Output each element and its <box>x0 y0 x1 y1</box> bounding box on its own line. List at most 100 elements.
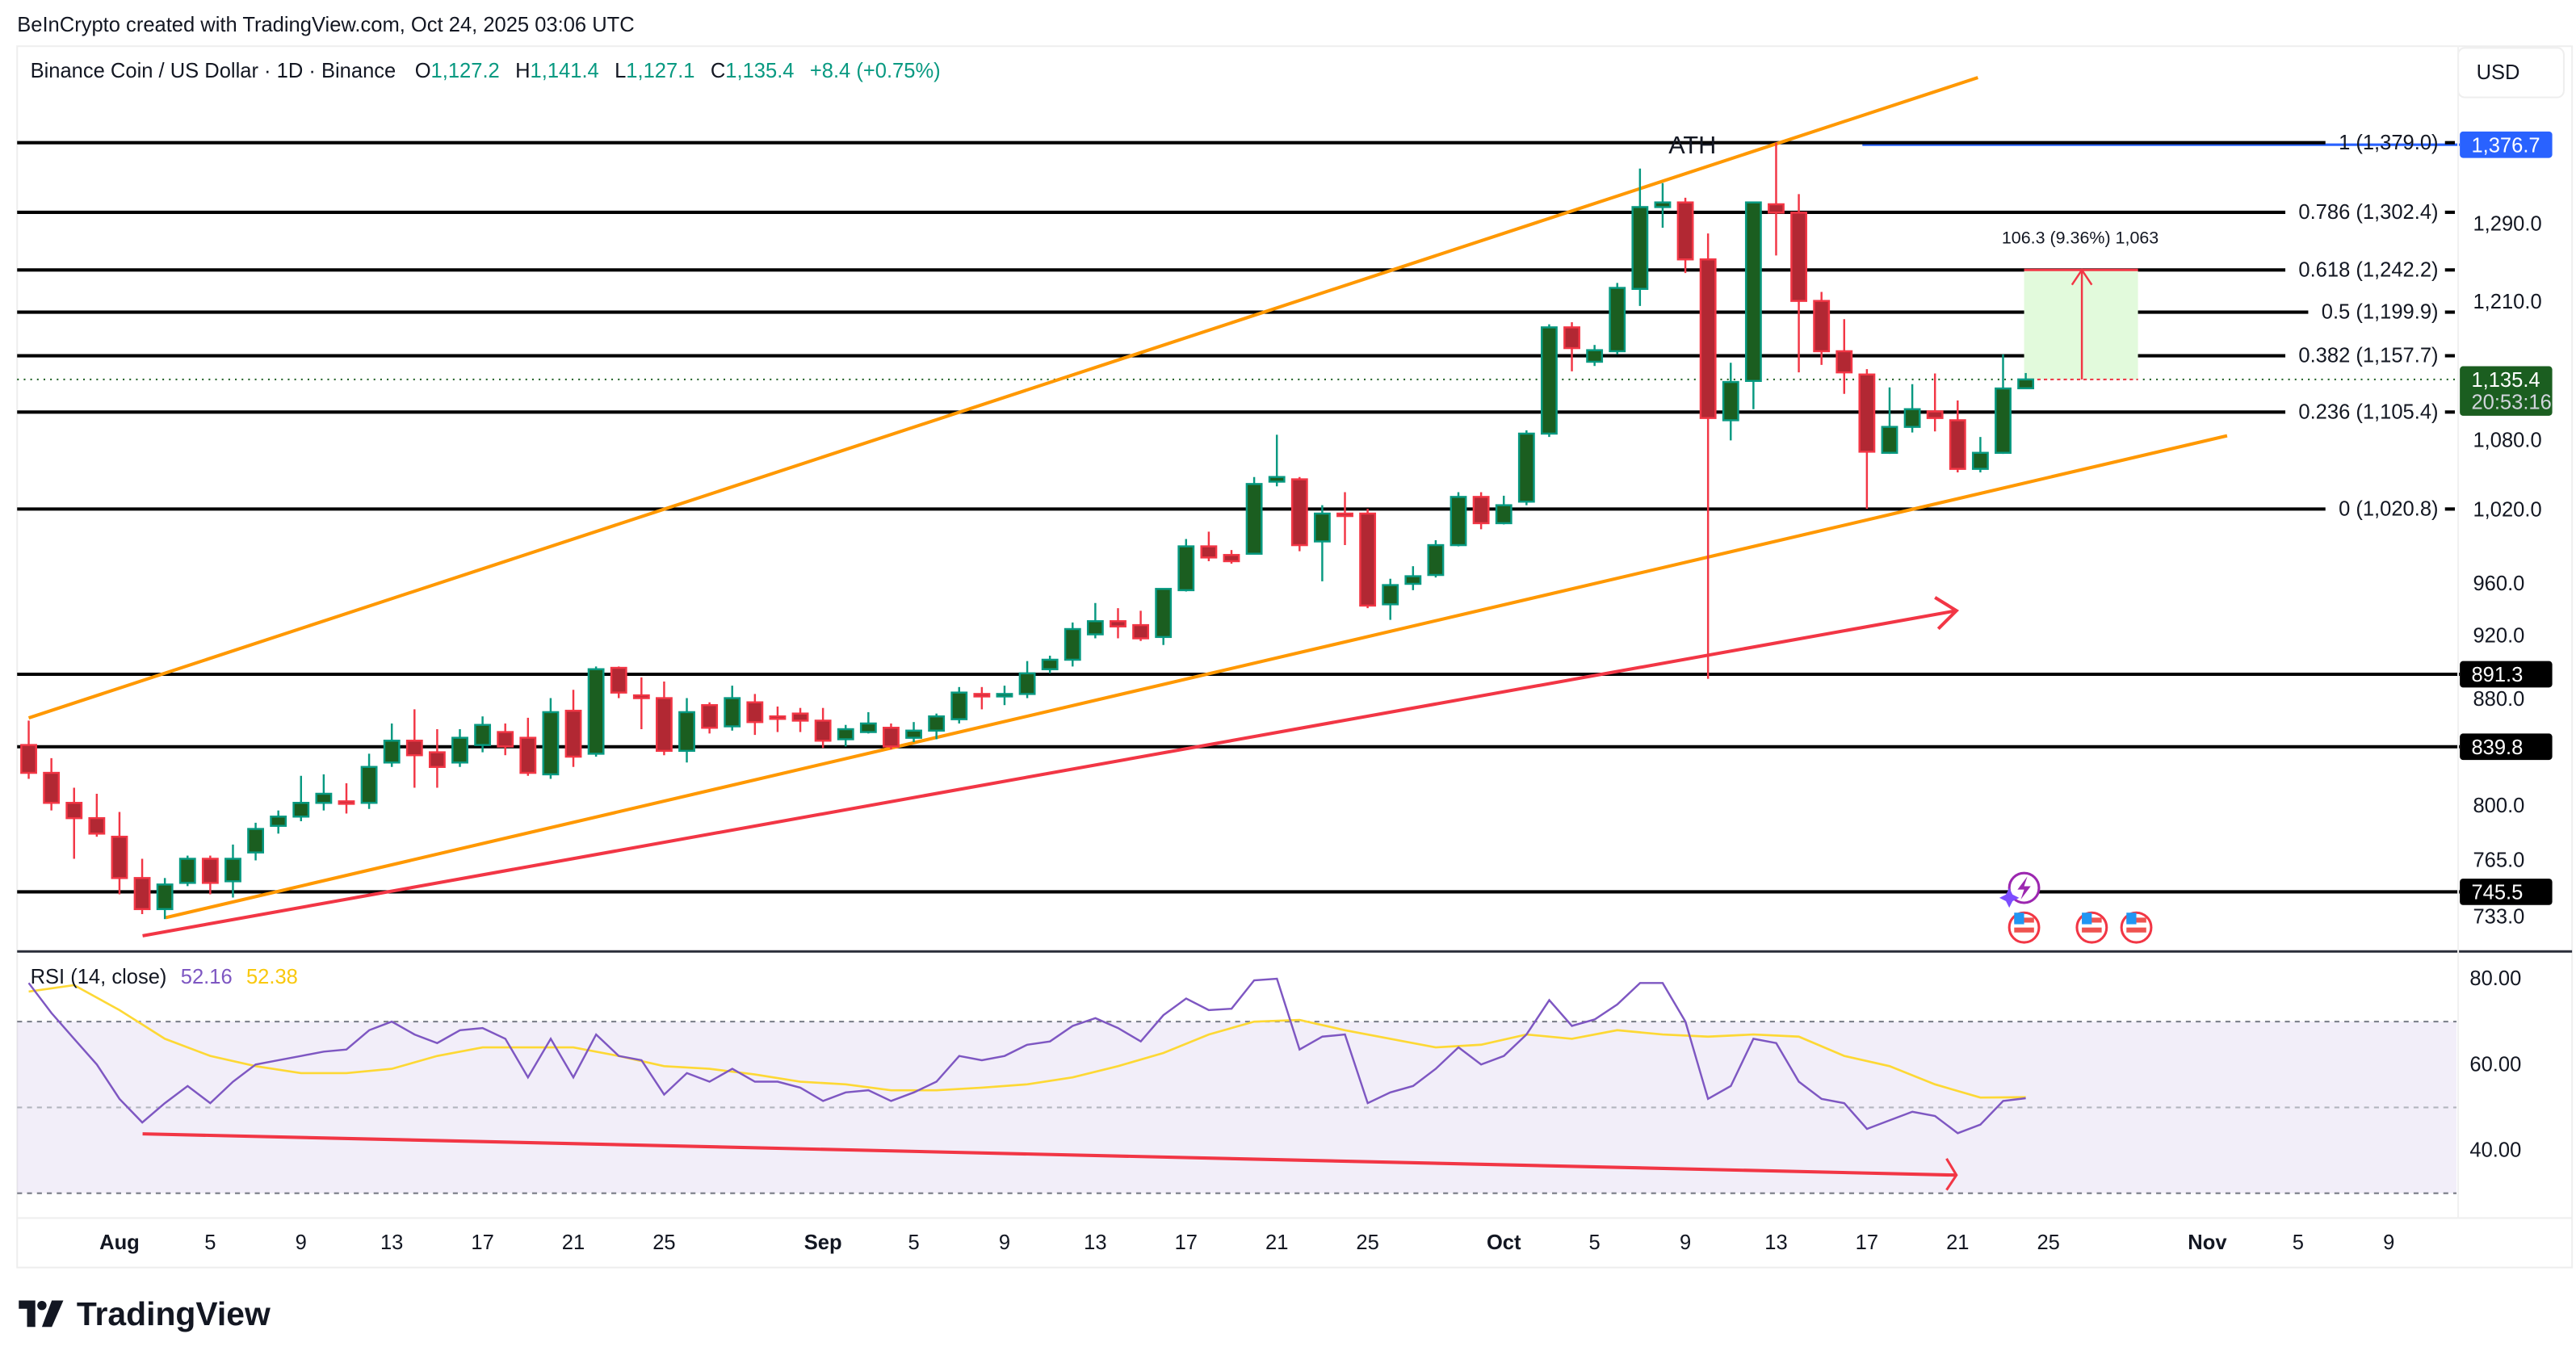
candle-body <box>270 816 287 827</box>
candle-body <box>1200 545 1218 559</box>
candle-body <box>474 724 492 746</box>
candle-body <box>133 877 151 911</box>
level-price-tag-text: 891.3 <box>2471 664 2523 686</box>
candle-down <box>769 706 787 732</box>
us-flag-event-icon[interactable] <box>2075 911 2108 944</box>
high-price-tag <box>2460 131 2553 158</box>
svg-text:TradingView: TradingView <box>77 1295 271 1332</box>
time-tick-label: 21 <box>1265 1231 1288 1254</box>
level-price-tag-text: 745.5 <box>2471 882 2523 904</box>
candle-body <box>497 731 514 748</box>
fib-retracement[interactable]: 1 (1,379.0) 0.786 (1,302.4) 0.618 (1,242.2… <box>17 132 2456 521</box>
candle-down <box>1768 142 1785 256</box>
flag-canton <box>2126 912 2137 925</box>
candle-body <box>1836 350 1853 374</box>
candle-body <box>1744 201 1762 382</box>
candle-body <box>1722 380 1739 422</box>
candle-down <box>814 707 832 749</box>
close-value: 1,135.4 <box>725 60 794 82</box>
fib-level-label: 0.382 (1,157.7) <box>2298 345 2438 367</box>
candle-body <box>383 740 401 764</box>
high-price-tag-text: 1,376.7 <box>2471 134 2540 157</box>
us-flag-event-icon[interactable] <box>2008 911 2041 944</box>
price-trend-line[interactable] <box>142 609 1957 938</box>
candle-body <box>1903 408 1921 428</box>
level-price-tag <box>2460 733 2553 761</box>
rsi-ma-line <box>28 984 2026 1099</box>
price-tick-label: 1,290.0 <box>2473 213 2541 236</box>
candle-down <box>1858 369 1876 510</box>
candle-body <box>1110 620 1126 627</box>
candle-body <box>564 709 582 758</box>
level-price-tag <box>2460 879 2553 905</box>
candle-body <box>678 711 695 753</box>
channel-upper-line[interactable] <box>27 76 1978 720</box>
currency-button[interactable]: USD <box>2457 47 2565 99</box>
price-tick-label: 765.0 <box>2473 849 2524 872</box>
candle-up <box>859 711 877 734</box>
candle-body <box>1382 584 1399 606</box>
candle-body <box>1495 504 1512 525</box>
candle-body <box>1359 512 1377 607</box>
candle-body <box>791 712 809 722</box>
candle-down <box>133 858 151 914</box>
candle-up <box>292 775 310 821</box>
candle-up <box>1495 495 1512 525</box>
candle-down <box>746 694 764 736</box>
candle-down <box>20 720 37 779</box>
candle-up <box>1631 168 1649 306</box>
candle-body <box>905 729 922 739</box>
candle-up <box>928 713 946 740</box>
candle-body <box>20 744 37 774</box>
candle-body <box>1517 432 1535 503</box>
price-tick-label: 960.0 <box>2473 573 2524 595</box>
us-flag-event-icon[interactable] <box>2120 911 2153 944</box>
symbol-legend: Binance Coin / US Dollar · 1D · Binance … <box>31 60 941 82</box>
candles <box>20 142 2035 920</box>
candle-body <box>701 703 719 729</box>
time-tick-label: 25 <box>2037 1231 2060 1254</box>
last-price-tag <box>2460 366 2553 416</box>
candle-body <box>610 666 627 694</box>
fib-level-label: 0.618 (1,242.2) <box>2298 258 2438 281</box>
candle-down <box>1110 608 1126 639</box>
time-tick-label: 13 <box>1084 1231 1106 1254</box>
candle-body <box>247 828 264 854</box>
time-axis[interactable]: Aug 5 9 13 17 21 25 Sep 5 9 13 17 21 25 Oct 5 9 13 17 21 25 N… <box>99 1231 2394 1254</box>
candle-up <box>1245 476 1263 555</box>
candle-up <box>1086 602 1104 639</box>
tradingview-logo[interactable]: TradingView <box>19 1295 271 1332</box>
candle-body <box>1609 287 1626 353</box>
candle-down <box>201 855 219 895</box>
candle-body <box>1427 543 1445 577</box>
time-tick-label: 13 <box>1764 1231 1787 1254</box>
candle-down <box>1223 550 1240 564</box>
rsi-legend[interactable]: RSI (14, close) 52.16 52.38 <box>31 966 298 988</box>
candle-up <box>1018 661 1036 698</box>
candle-down <box>610 666 627 698</box>
candle-body <box>156 883 174 911</box>
candle-body <box>973 693 991 698</box>
candle-body <box>1155 588 1173 639</box>
candle-body <box>1995 387 2012 455</box>
rsi-divergence-line[interactable] <box>142 1132 1957 1177</box>
price-tick-label: 800.0 <box>2473 795 2524 817</box>
candle-down <box>1926 373 1944 432</box>
candle-up <box>1404 566 1422 590</box>
candle-up <box>1971 437 1989 472</box>
candle-body <box>428 751 446 768</box>
channel-lower-line[interactable] <box>165 434 2228 920</box>
candle-up <box>224 844 241 898</box>
candle-up <box>1586 345 1604 367</box>
candle-up <box>1541 324 1558 438</box>
candle-down <box>519 717 537 776</box>
candle-body <box>724 697 741 728</box>
price-range-measure[interactable]: 106.3 (9.36%) 1,063 <box>2002 229 2159 380</box>
candle-up <box>542 698 560 779</box>
rsi-ma-value: 52.38 <box>246 966 298 988</box>
price-axis[interactable]: 891.3 839.8 745.5 1,376.7 1,135.420:53:16 1,2… <box>2457 46 2553 1219</box>
lightning-event-icon[interactable] <box>1999 871 2041 908</box>
candle-body <box>1018 672 1036 695</box>
candle-down <box>1699 233 1717 679</box>
